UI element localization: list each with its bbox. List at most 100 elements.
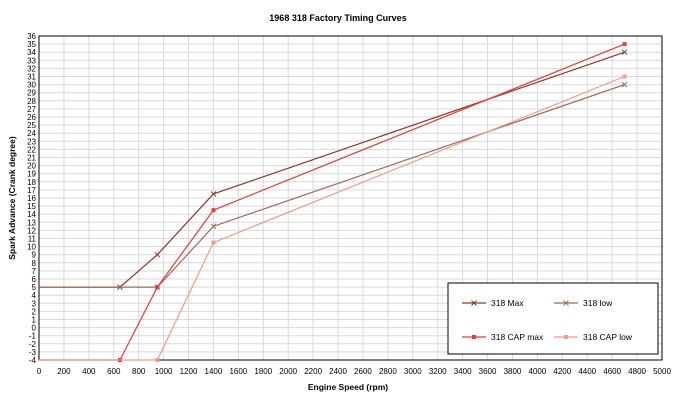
data-point bbox=[211, 240, 216, 245]
x-tick-label: 2400 bbox=[329, 367, 347, 376]
x-tick-label: 2800 bbox=[379, 367, 397, 376]
data-point bbox=[210, 191, 217, 197]
y-tick-label: 36 bbox=[27, 32, 36, 41]
data-point bbox=[621, 49, 628, 56]
x-tick-label: 5000 bbox=[653, 367, 671, 376]
y-tick-label: 33 bbox=[27, 56, 36, 65]
y-tick-label: 6 bbox=[32, 275, 37, 284]
data-point bbox=[622, 74, 627, 79]
y-tick-label: 9 bbox=[32, 251, 37, 260]
y-tick-label: 15 bbox=[27, 202, 36, 211]
legend-item: 318 CAP low bbox=[554, 332, 633, 342]
legend-item: 318 Max bbox=[462, 298, 524, 308]
x-tick-label: 1800 bbox=[254, 367, 272, 376]
y-tick-label: 30 bbox=[27, 81, 36, 90]
legend-label: 318 CAP max bbox=[491, 332, 544, 342]
y-tick-label: 4 bbox=[32, 291, 37, 300]
y-tick-label: 32 bbox=[27, 64, 36, 73]
legend-label: 318 low bbox=[583, 298, 613, 308]
y-axis-title: Spark Advance (Crank degree) bbox=[7, 136, 17, 260]
x-tick-label: 3000 bbox=[404, 367, 422, 376]
x-tick-label: 400 bbox=[82, 367, 96, 376]
y-tick-label: -2 bbox=[29, 340, 37, 349]
legend-item: 318 CAP max bbox=[462, 332, 544, 342]
x-tick-label: 800 bbox=[132, 367, 146, 376]
y-tick-label: 26 bbox=[27, 113, 36, 122]
series-line bbox=[39, 84, 625, 288]
x-tick-label: 600 bbox=[107, 367, 121, 376]
y-tick-label: 8 bbox=[32, 259, 37, 268]
y-tick-label: 12 bbox=[27, 226, 36, 235]
x-tick-label: 4200 bbox=[553, 367, 571, 376]
y-tick-label: 20 bbox=[27, 162, 36, 171]
y-tick-label: -4 bbox=[29, 356, 37, 365]
x-tick-label: 3800 bbox=[504, 367, 522, 376]
data-point bbox=[622, 42, 627, 47]
legend-label: 318 Max bbox=[491, 298, 524, 308]
y-tick-label: -1 bbox=[29, 332, 37, 341]
legend-box bbox=[447, 282, 659, 355]
x-tick-label: 0 bbox=[37, 367, 42, 376]
y-tick-label: 1 bbox=[32, 316, 37, 325]
series-line bbox=[39, 75, 625, 361]
y-tick-label: 25 bbox=[27, 121, 36, 130]
series-1 bbox=[39, 81, 628, 290]
y-tick-label: 21 bbox=[27, 154, 36, 163]
legend-marker bbox=[564, 335, 568, 339]
y-tick-label: 34 bbox=[27, 48, 36, 57]
y-tick-label: 10 bbox=[27, 243, 36, 252]
y-tick-label: 5 bbox=[32, 283, 37, 292]
data-point bbox=[211, 208, 216, 213]
y-tick-label: -3 bbox=[29, 348, 37, 357]
series-lines bbox=[39, 42, 628, 362]
y-tick-label: 2 bbox=[32, 307, 37, 316]
y-tick-label: 29 bbox=[27, 89, 36, 98]
x-tick-label: 1400 bbox=[205, 367, 223, 376]
y-tick-label: 19 bbox=[27, 170, 36, 179]
x-tick-label: 3400 bbox=[454, 367, 472, 376]
x-tick-label: 4000 bbox=[529, 367, 547, 376]
legend-marker bbox=[472, 335, 476, 339]
x-tick-label: 4800 bbox=[628, 367, 646, 376]
x-axis-title: Engine Speed (rpm) bbox=[308, 382, 388, 392]
y-tick-label: 22 bbox=[27, 145, 36, 154]
data-point bbox=[155, 358, 160, 362]
data-point bbox=[210, 223, 217, 230]
y-tick-label: 14 bbox=[27, 210, 36, 219]
y-tick-label: 16 bbox=[27, 194, 36, 203]
x-tick-label: 2600 bbox=[354, 367, 372, 376]
data-point bbox=[155, 285, 160, 290]
y-tick-label: 31 bbox=[27, 73, 36, 82]
legend-marker bbox=[471, 300, 477, 306]
y-tick-label: 28 bbox=[27, 97, 36, 106]
x-tick-label: 1000 bbox=[155, 367, 173, 376]
y-tick-label: 24 bbox=[27, 129, 36, 138]
x-tick-label: 200 bbox=[57, 367, 71, 376]
chart-title: 1968 318 Factory Timing Curves bbox=[269, 13, 406, 23]
y-tick-labels: -4-3-2-101234567891011121314151617181920… bbox=[27, 32, 36, 365]
data-point bbox=[621, 81, 628, 88]
legend-item: 318 low bbox=[554, 298, 613, 308]
y-tick-label: 11 bbox=[28, 235, 37, 244]
y-tick-label: 18 bbox=[27, 178, 36, 187]
legend-marker bbox=[563, 300, 569, 306]
series-3 bbox=[39, 74, 627, 362]
x-tick-label: 2000 bbox=[279, 367, 297, 376]
data-point bbox=[154, 251, 161, 258]
y-tick-label: 23 bbox=[27, 137, 36, 146]
series-line bbox=[39, 51, 625, 288]
x-tick-label: 3200 bbox=[429, 367, 447, 376]
y-tick-label: 13 bbox=[27, 218, 36, 227]
x-tick-label: 4400 bbox=[578, 367, 596, 376]
x-tick-label: 3600 bbox=[479, 367, 497, 376]
x-tick-label: 1600 bbox=[229, 367, 247, 376]
y-tick-label: 17 bbox=[27, 186, 36, 195]
y-tick-label: 3 bbox=[32, 299, 37, 308]
legend: 318 Max 318 low 318 CAP max 318 CAP low bbox=[447, 282, 659, 355]
y-tick-label: 35 bbox=[27, 40, 36, 49]
x-tick-label: 1200 bbox=[180, 367, 198, 376]
x-tick-label: 4600 bbox=[603, 367, 621, 376]
y-tick-label: 7 bbox=[32, 267, 37, 276]
x-tick-label: 2200 bbox=[304, 367, 322, 376]
